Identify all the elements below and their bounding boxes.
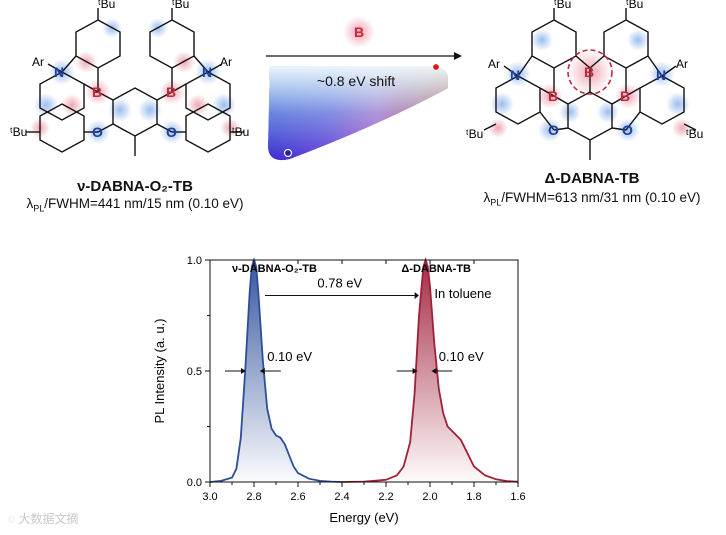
left-molecule-structure: ᵗBu ᵗBu ᵗBu ᵗBu Ar Ar N N B B O O — [10, 0, 249, 156]
right-series-label: Δ-DABNA-TB — [401, 263, 471, 275]
tbu-label: ᵗBu — [626, 0, 643, 11]
x-tick-label: 2.2 — [378, 491, 393, 503]
right-fwhm-label: 0.10 eV — [439, 349, 484, 364]
tbu-label: ᵗBu — [466, 127, 483, 141]
boron-label: B — [584, 64, 594, 80]
left-series-label: ν-DABNA-O₂-TB — [232, 263, 317, 275]
x-tick-label: 1.8 — [466, 491, 481, 503]
nitrogen-label: N — [510, 67, 520, 83]
left-molecule-name: ν-DABNA-O₂-TB — [77, 178, 193, 195]
right-molecule-structure: ᵗBu ᵗBu ᵗBu ᵗBu Ar Ar N N B B B O O — [466, 0, 703, 160]
shift-arrow-head — [414, 292, 419, 300]
solvent-label: In toluene — [434, 286, 491, 301]
series-line-0 — [209, 257, 343, 483]
boron-label: B — [548, 88, 558, 104]
property-value: /FWHM=441 nm/15 nm (0.10 eV) — [44, 196, 244, 211]
series-line-1 — [341, 257, 519, 483]
boron-label: B — [620, 88, 630, 104]
left-fwhm-arrowhead-left — [241, 368, 246, 374]
tbu-label: ᵗBu — [98, 0, 115, 11]
x-tick-label: 2.8 — [246, 491, 261, 503]
red-endpoint-marker — [431, 62, 441, 72]
tbu-label: ᵗBu — [554, 0, 571, 11]
right-fwhm-arrowhead-left — [412, 368, 418, 374]
right-molecule-name: Δ-DABNA-TB — [544, 170, 640, 187]
shift-arrow-head — [454, 52, 462, 60]
tbu-label: ᵗBu — [172, 0, 189, 11]
shift-value-label: 0.78 eV — [317, 276, 362, 291]
boron-badge-glow — [343, 16, 375, 48]
ar-label: Ar — [32, 55, 44, 69]
oxygen-label: O — [92, 124, 103, 140]
left-skeleton — [26, 8, 244, 156]
pl-spectrum-chart: 3.0 2.8 2.6 2.4 2.2 2.0 1.8 1.6 0.0 0.5 1.0 Energy … — [152, 255, 526, 525]
tbu-label: ᵗBu — [686, 127, 703, 141]
x-tick-label: 3.0 — [202, 491, 217, 503]
right-molecule-property: λPL/FWHM=613 nm/31 nm (0.10 eV) — [458, 190, 726, 208]
nitrogen-label: N — [202, 64, 212, 80]
x-axis-label: Energy (eV) — [329, 510, 398, 525]
boron-highlight-circle — [567, 49, 613, 95]
left-fwhm-arrowhead-right — [259, 368, 265, 374]
orbital-glows — [30, 18, 240, 144]
oxygen-label: O — [166, 124, 177, 140]
y-axis-label: PL Intensity (a. u.) — [152, 318, 167, 423]
right-skeleton — [483, 8, 697, 160]
right-fwhm-arrowhead-right — [431, 368, 437, 374]
tbu-label: ᵗBu — [232, 125, 249, 139]
shift-arrow-graphic: B ~0.8 eV shift — [266, 16, 462, 161]
watermark: ◌ 大数据文摘 — [8, 510, 78, 527]
series-area-1 — [342, 260, 518, 482]
boron-label: B — [92, 84, 102, 100]
watermark-text: 大数据文摘 — [18, 512, 79, 526]
ar-label: Ar — [488, 57, 500, 71]
x-tick-label: 1.6 — [510, 491, 525, 503]
lambda-symbol: λ — [26, 196, 34, 211]
x-tick-label: 2.0 — [422, 491, 437, 503]
tbu-label: ᵗBu — [10, 125, 27, 139]
nitrogen-label: N — [656, 67, 666, 83]
ar-label: Ar — [220, 55, 232, 69]
boron-badge: B — [354, 24, 364, 40]
watermark-icon: ◌ — [8, 512, 19, 526]
shift-label: ~0.8 eV shift — [317, 73, 395, 89]
y-tick-label: 0.0 — [187, 477, 202, 489]
y-tick-label: 1.0 — [187, 255, 202, 267]
lambda-symbol: λ — [483, 190, 491, 205]
boron-label: B — [166, 84, 176, 100]
x-tick-label: 2.4 — [334, 491, 349, 503]
pl-subscript: PL — [33, 203, 45, 214]
property-value: /FWHM=613 nm/31 nm (0.10 eV) — [501, 190, 701, 205]
oxygen-label: O — [548, 122, 559, 138]
series-area-0 — [210, 260, 342, 482]
nitrogen-label: N — [54, 64, 64, 80]
x-tick-label: 2.6 — [290, 491, 305, 503]
color-fan-light — [268, 66, 448, 161]
left-molecule-property: λPL/FWHM=441 nm/15 nm (0.10 eV) — [0, 196, 270, 214]
ar-label: Ar — [676, 57, 688, 71]
right-atom-labels: ᵗBu ᵗBu ᵗBu ᵗBu Ar Ar N N B B B O O — [466, 0, 703, 141]
left-fwhm-label: 0.10 eV — [267, 349, 312, 364]
pl-subscript: PL — [490, 197, 502, 208]
oxygen-label: O — [622, 122, 633, 138]
y-tick-label: 0.5 — [187, 366, 202, 378]
left-atom-labels: ᵗBu ᵗBu ᵗBu ᵗBu Ar Ar N N B B O O — [10, 0, 249, 140]
blue-endpoint-marker — [283, 148, 293, 158]
